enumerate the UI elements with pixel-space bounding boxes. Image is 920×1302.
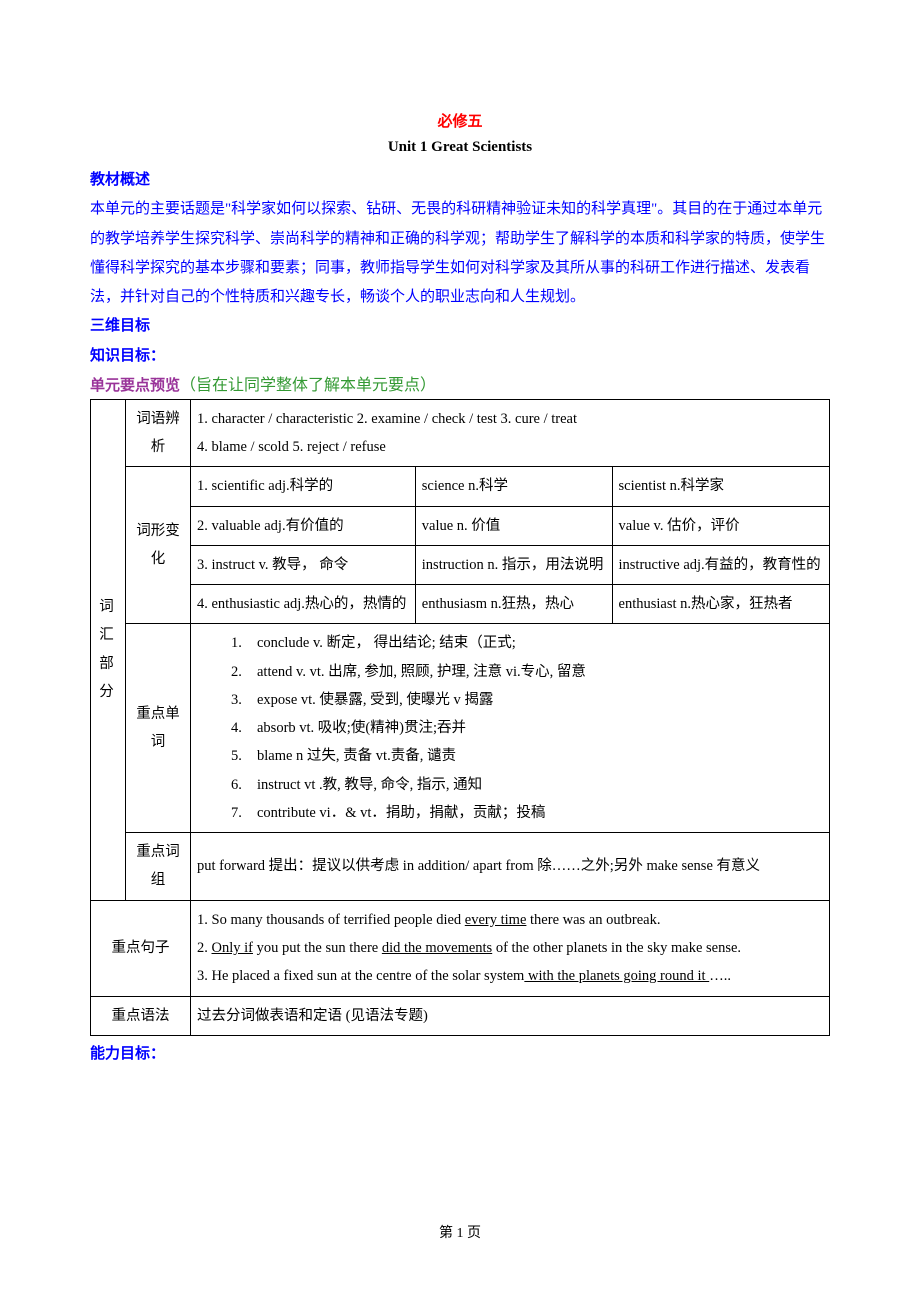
goals-heading: 三维目标 [90, 312, 830, 341]
table-row: 词汇部分 词语辨析 1. character / characteristic … [91, 399, 830, 467]
table-row: 2. valuable adj.有价值的 value n. 价值 value v… [91, 506, 830, 545]
cell: 3. instruct v. 教导， 命令 [191, 545, 416, 584]
preview-note: （旨在让同学整体了解本单元要点） [180, 377, 436, 394]
table-row: 重点词组 put forward 提出：提议以供考虑 in addition/ … [91, 833, 830, 901]
cell: instructive adj.有益的，教育性的 [612, 545, 829, 584]
cell: 1. scientific adj.科学的 [191, 467, 416, 506]
knowledge-goal-heading: 知识目标： [90, 342, 830, 371]
word-discrim-content: 1. character / characteristic 2. examine… [191, 399, 830, 467]
document-page: 必修五 Unit 1 Great Scientists 教材概述 本单元的主要话… [0, 0, 920, 1302]
table-row: 重点语法 过去分词做表语和定语 (见语法专题) [91, 996, 830, 1035]
table-row: 3. instruct v. 教导， 命令 instruction n. 指示，… [91, 545, 830, 584]
key-words-content: 1.conclude v. 断定， 得出结论; 结束（正式; 2.attend … [191, 624, 830, 833]
key-sentences-label: 重点句子 [91, 900, 191, 996]
vocab-section-label: 词汇部分 [91, 399, 126, 900]
cell: value v. 估价，评价 [612, 506, 829, 545]
word-discrim-label: 词语辨析 [126, 399, 191, 467]
key-sentences-content: 1. So many thousands of terrified people… [191, 900, 830, 996]
cell: enthusiasm n.狂热，热心 [415, 585, 612, 624]
cell: value n. 价值 [415, 506, 612, 545]
preview-heading: 单元要点预览 [90, 378, 180, 394]
overview-body: 本单元的主要话题是"科学家如何以探索、钻研、无畏的科研精神验证未知的科学真理"。… [90, 195, 830, 312]
table-row: 重点句子 1. So many thousands of terrified p… [91, 900, 830, 996]
key-phrases-label: 重点词组 [126, 833, 191, 901]
table-row: 4. enthusiastic adj.热心的，热情的 enthusiasm n… [91, 585, 830, 624]
cell: 2. valuable adj.有价值的 [191, 506, 416, 545]
main-table: 词汇部分 词语辨析 1. character / characteristic … [90, 399, 830, 1036]
cell: science n.科学 [415, 467, 612, 506]
preview-line: 单元要点预览（旨在让同学整体了解本单元要点） [90, 371, 830, 395]
key-phrases-content: put forward 提出：提议以供考虑 in addition/ apart… [191, 833, 830, 901]
key-grammar-content: 过去分词做表语和定语 (见语法专题) [191, 996, 830, 1035]
subtitle: Unit 1 Great Scientists [90, 139, 830, 156]
table-row: 重点单词 1.conclude v. 断定， 得出结论; 结束（正式; 2.at… [91, 624, 830, 833]
word-forms-label: 词形变化 [126, 467, 191, 624]
ability-goal-heading: 能力目标： [90, 1040, 830, 1069]
page-footer: 第 1 页 [0, 1222, 920, 1242]
title-red: 必修五 [90, 110, 830, 131]
cell: enthusiast n.热心家，狂热者 [612, 585, 829, 624]
cell: 4. enthusiastic adj.热心的，热情的 [191, 585, 416, 624]
key-grammar-label: 重点语法 [91, 996, 191, 1035]
key-words-label: 重点单词 [126, 624, 191, 833]
cell: instruction n. 指示，用法说明 [415, 545, 612, 584]
overview-heading: 教材概述 [90, 166, 830, 195]
table-row: 词形变化 1. scientific adj.科学的 science n.科学 … [91, 467, 830, 506]
cell: scientist n.科学家 [612, 467, 829, 506]
